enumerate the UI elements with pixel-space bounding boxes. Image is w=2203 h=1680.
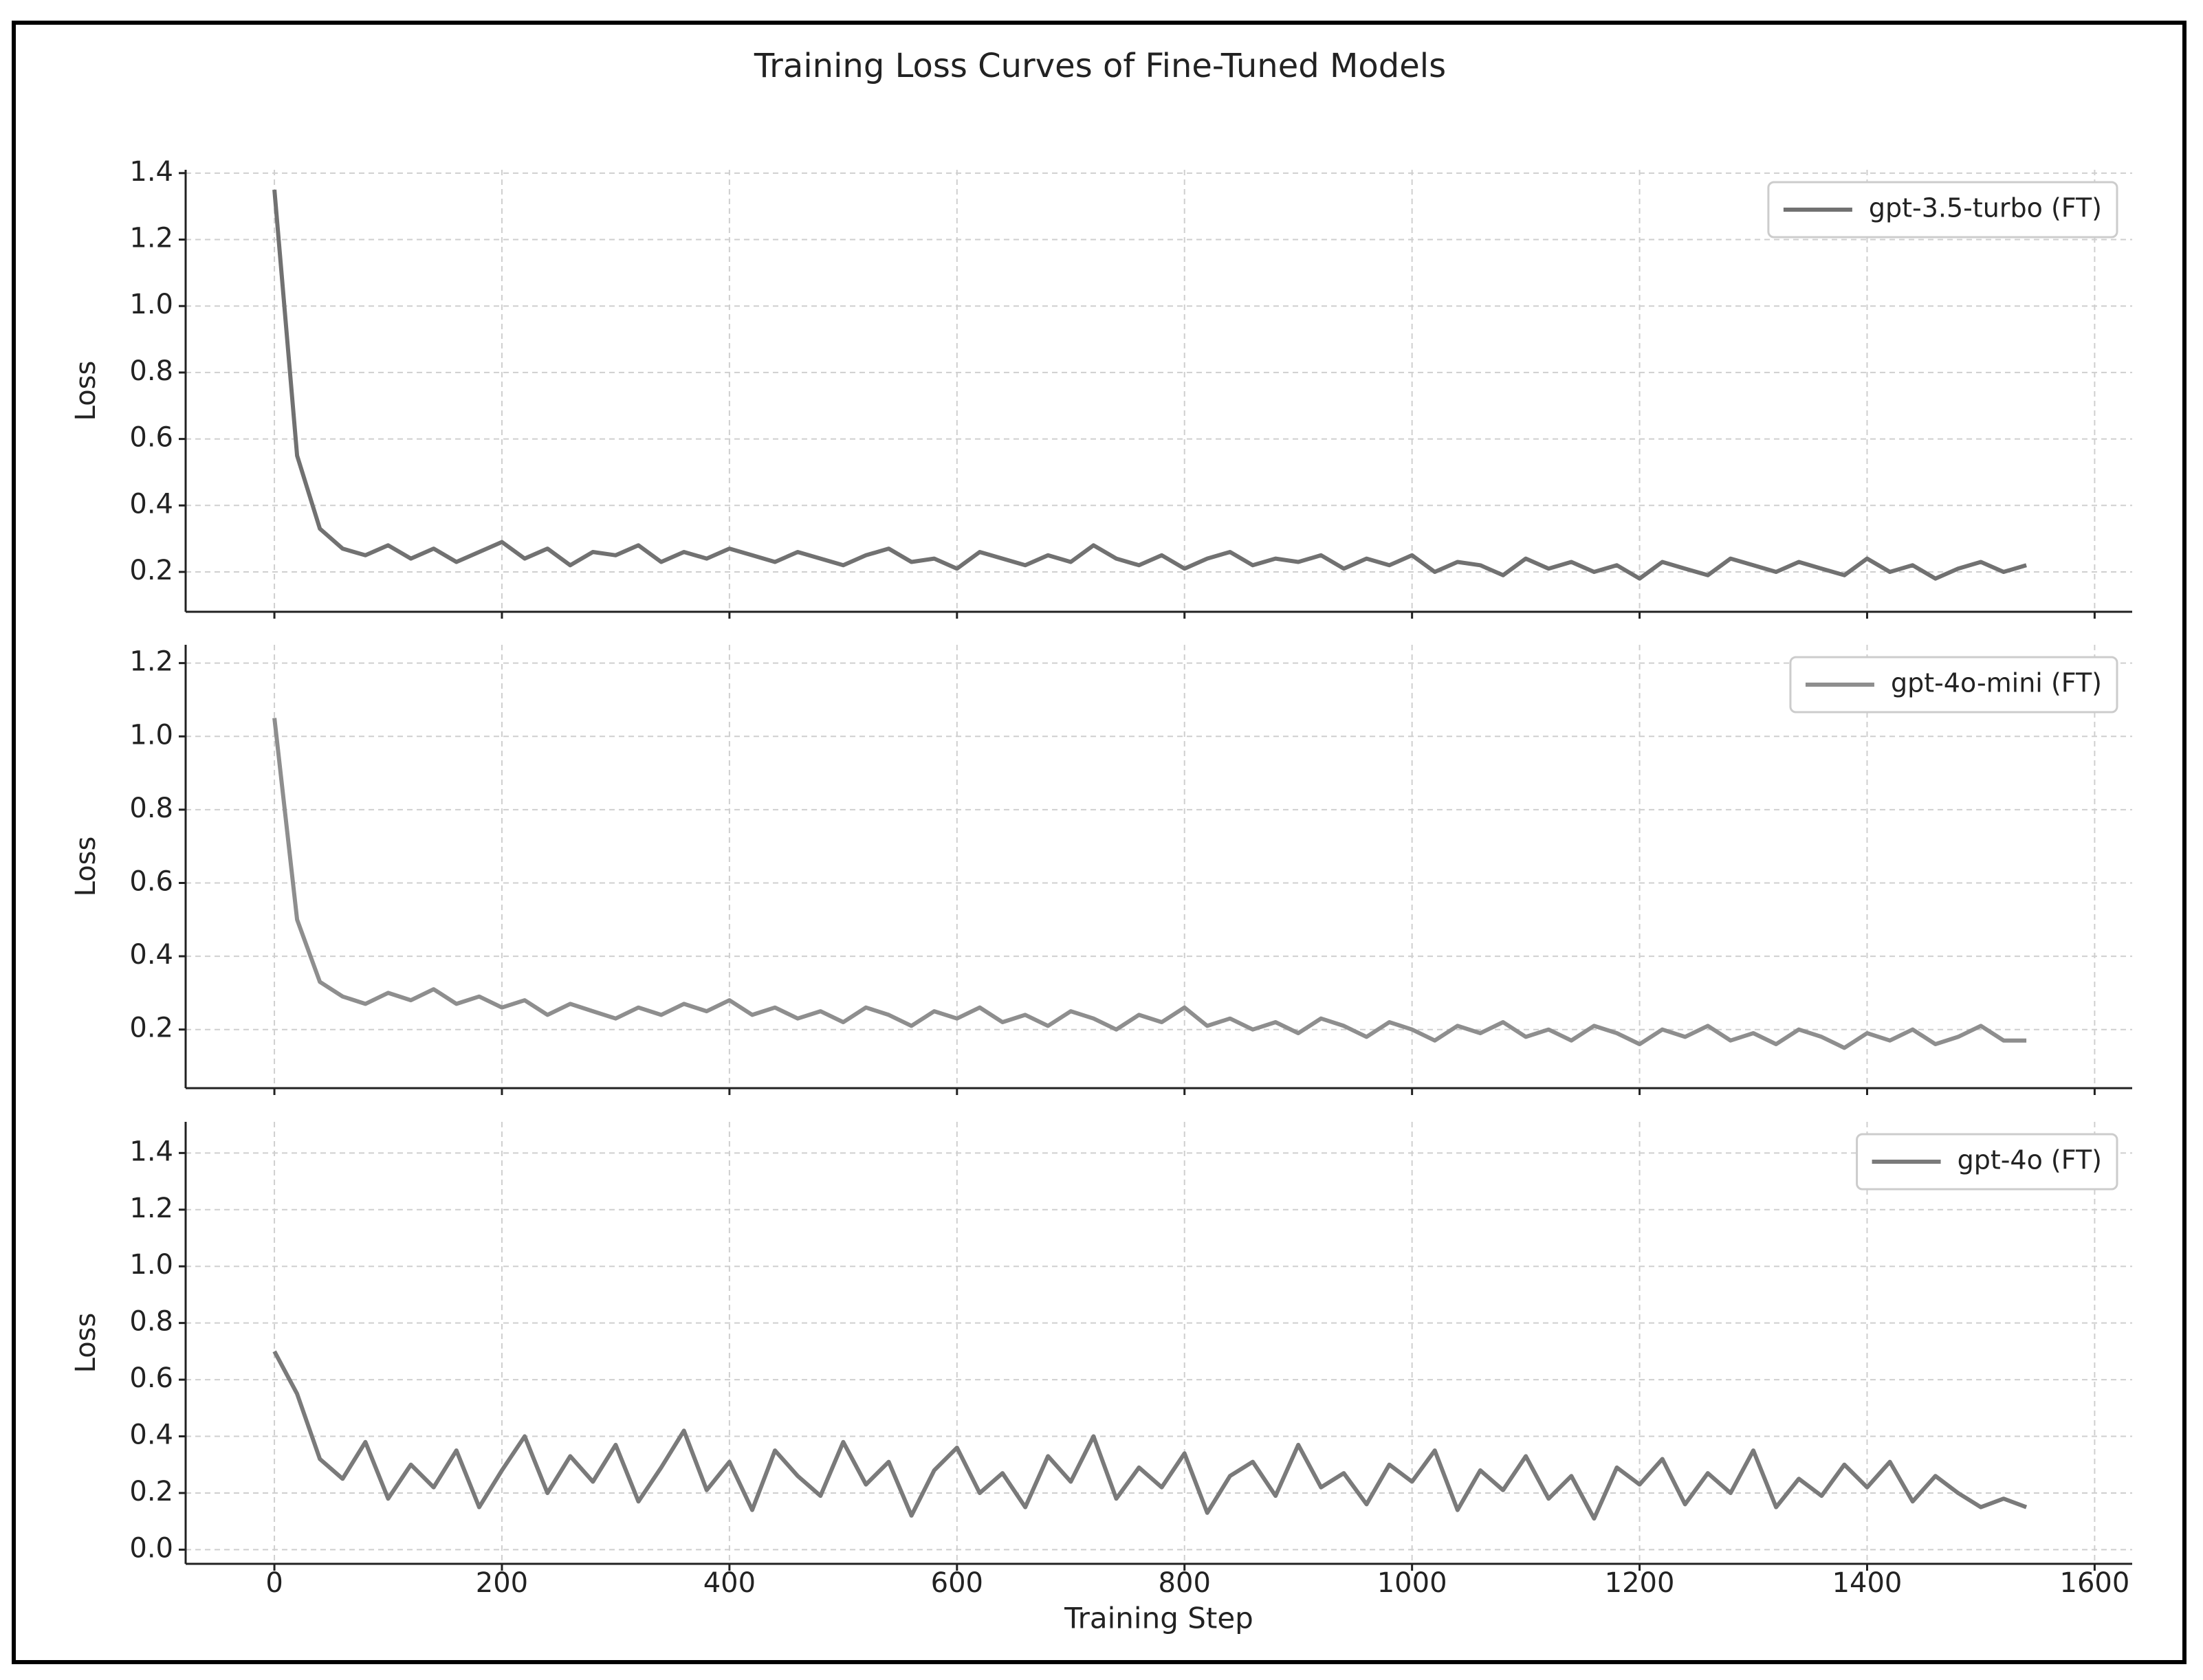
legend-label: gpt-4o-mini (FT)	[1891, 668, 2102, 698]
y-tick-label: 1.2	[129, 223, 173, 254]
x-axis-title: Training Step	[1064, 1602, 1253, 1635]
legend: gpt-3.5-turbo (FT)	[1767, 181, 2118, 239]
y-tick-label: 0.2	[129, 555, 173, 586]
x-tick-label: 1400	[1832, 1567, 1903, 1599]
y-axis-title: Loss	[70, 837, 102, 897]
x-tick-label: 400	[703, 1567, 756, 1599]
y-tick-label: 0.4	[129, 939, 173, 971]
loss-line	[272, 718, 2027, 1050]
y-tick-label: 0.2	[129, 1476, 173, 1507]
y-tick-label: 1.2	[129, 1193, 173, 1224]
x-tick-label: 1000	[1377, 1567, 1447, 1599]
loss-line	[272, 189, 2027, 581]
y-tick-label: 0.8	[129, 793, 173, 824]
y-tick-label: 0.6	[129, 865, 173, 897]
figure-title: Training Loss Curves of Fine-Tuned Model…	[754, 47, 1446, 85]
x-tick-label: 200	[476, 1567, 528, 1599]
y-tick-label: 0.2	[129, 1013, 173, 1044]
y-tick-label: 0.6	[129, 422, 173, 454]
y-tick-label: 1.0	[129, 289, 173, 320]
y-axis-title: Loss	[70, 1313, 102, 1373]
loss-line	[272, 1350, 2028, 1521]
y-tick-label: 1.2	[129, 646, 173, 678]
y-tick-label: 0.4	[129, 1419, 173, 1451]
legend: gpt-4o (FT)	[1856, 1133, 2118, 1191]
y-tick-label: 0.8	[129, 1306, 173, 1338]
legend-box	[1767, 181, 2118, 239]
y-tick-label: 1.4	[129, 1136, 173, 1167]
legend-label: gpt-3.5-turbo (FT)	[1869, 193, 2102, 223]
y-tick-label: 0.8	[129, 355, 173, 387]
x-tick-label: 800	[1159, 1567, 1211, 1599]
x-tick-label: 1200	[1605, 1567, 1675, 1599]
y-tick-label: 0.4	[129, 488, 173, 520]
legend-box	[1856, 1133, 2118, 1191]
legend-box	[1789, 656, 2118, 714]
y-tick-label: 1.0	[129, 1249, 173, 1281]
y-tick-label: 1.4	[129, 156, 173, 188]
y-tick-label: 0.0	[129, 1532, 173, 1564]
legend-label: gpt-4o (FT)	[1958, 1145, 2102, 1175]
frame	[12, 21, 2186, 1664]
legend: gpt-4o-mini (FT)	[1789, 656, 2118, 714]
y-axis-title: Loss	[70, 361, 102, 421]
x-tick-label: 600	[931, 1567, 983, 1599]
x-tick-label: 1600	[2060, 1567, 2130, 1599]
y-tick-label: 1.0	[129, 719, 173, 751]
y-tick-label: 0.6	[129, 1362, 173, 1394]
x-tick-label: 0	[265, 1567, 283, 1599]
